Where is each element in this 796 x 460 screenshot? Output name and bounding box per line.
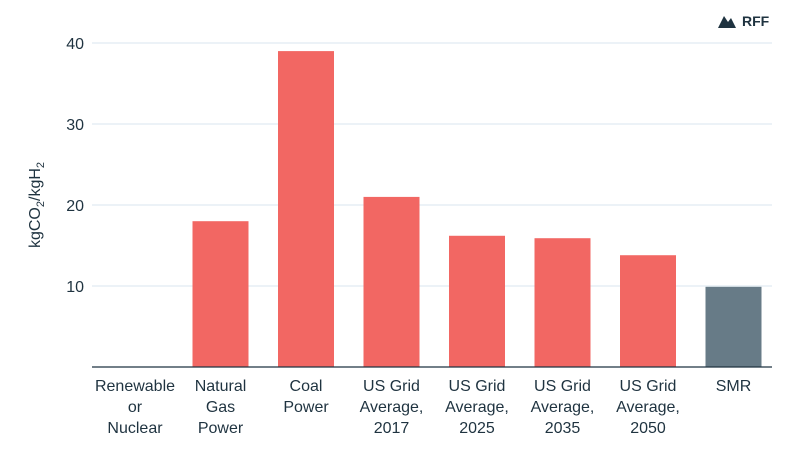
category-label: Natural Gas Power <box>195 378 247 437</box>
category-labels: Renewable or Nuclear Natural Gas Power Coal Pow… <box>95 378 751 437</box>
brand-name: RFF <box>742 13 770 29</box>
bar <box>534 238 591 367</box>
category-label: US Grid Average, 2017 <box>360 378 424 437</box>
bar <box>705 286 762 367</box>
category-label: US Grid Average, 2035 <box>531 378 595 437</box>
y-tick-label: 30 <box>66 117 84 134</box>
y-axis-label: kgCO2/kgH2 <box>27 162 47 248</box>
bar <box>620 255 676 367</box>
y-tick-label: 20 <box>66 198 84 215</box>
category-label-line: Renewable <box>95 378 175 395</box>
y-axis-ticks: 10 20 30 40 <box>66 36 84 296</box>
category-label-line: 2017 <box>374 420 410 437</box>
category-label-line: 2050 <box>630 420 666 437</box>
category-label: SMR <box>716 378 752 395</box>
category-label-line: US Grid <box>534 378 591 395</box>
category-label-line: or <box>128 399 143 416</box>
category-label-line: US Grid <box>449 378 506 395</box>
y-tick-label: 40 <box>66 36 84 53</box>
category-label-line: Power <box>283 399 329 416</box>
category-label-line: Average, <box>616 399 680 416</box>
bar <box>363 196 420 367</box>
category-label-line: Coal <box>290 378 323 395</box>
category-label: US Grid Average, 2025 <box>445 378 509 437</box>
y-tick-label: 10 <box>66 279 84 296</box>
mountain-icon <box>718 16 736 28</box>
category-label-line: US Grid <box>363 378 420 395</box>
category-label-line: 2035 <box>545 420 581 437</box>
y-axis-label-sub: 2 <box>35 162 47 168</box>
category-label-line: Power <box>198 420 244 437</box>
bar <box>192 221 249 367</box>
bar <box>278 51 334 367</box>
rff-logo: RFF <box>718 13 770 29</box>
category-label-line: Natural <box>195 378 247 395</box>
category-label: Renewable or Nuclear <box>95 378 175 437</box>
y-axis-label-part: kgCO <box>27 207 44 248</box>
category-label: Coal Power <box>283 378 329 416</box>
y-axis-label-sub: 2 <box>35 201 47 207</box>
category-label-line: Average, <box>531 399 595 416</box>
category-label-line: Average, <box>360 399 424 416</box>
bar <box>449 235 505 367</box>
bars <box>192 51 762 367</box>
category-label-line: Gas <box>206 399 235 416</box>
category-label-line: US Grid <box>620 378 677 395</box>
category-label-line: Nuclear <box>107 420 163 437</box>
category-label: US Grid Average, 2050 <box>616 378 680 437</box>
y-axis-label-part: /kgH <box>27 168 44 201</box>
category-label-line: Average, <box>445 399 509 416</box>
category-label-line: SMR <box>716 378 752 395</box>
category-label-line: 2025 <box>459 420 495 437</box>
